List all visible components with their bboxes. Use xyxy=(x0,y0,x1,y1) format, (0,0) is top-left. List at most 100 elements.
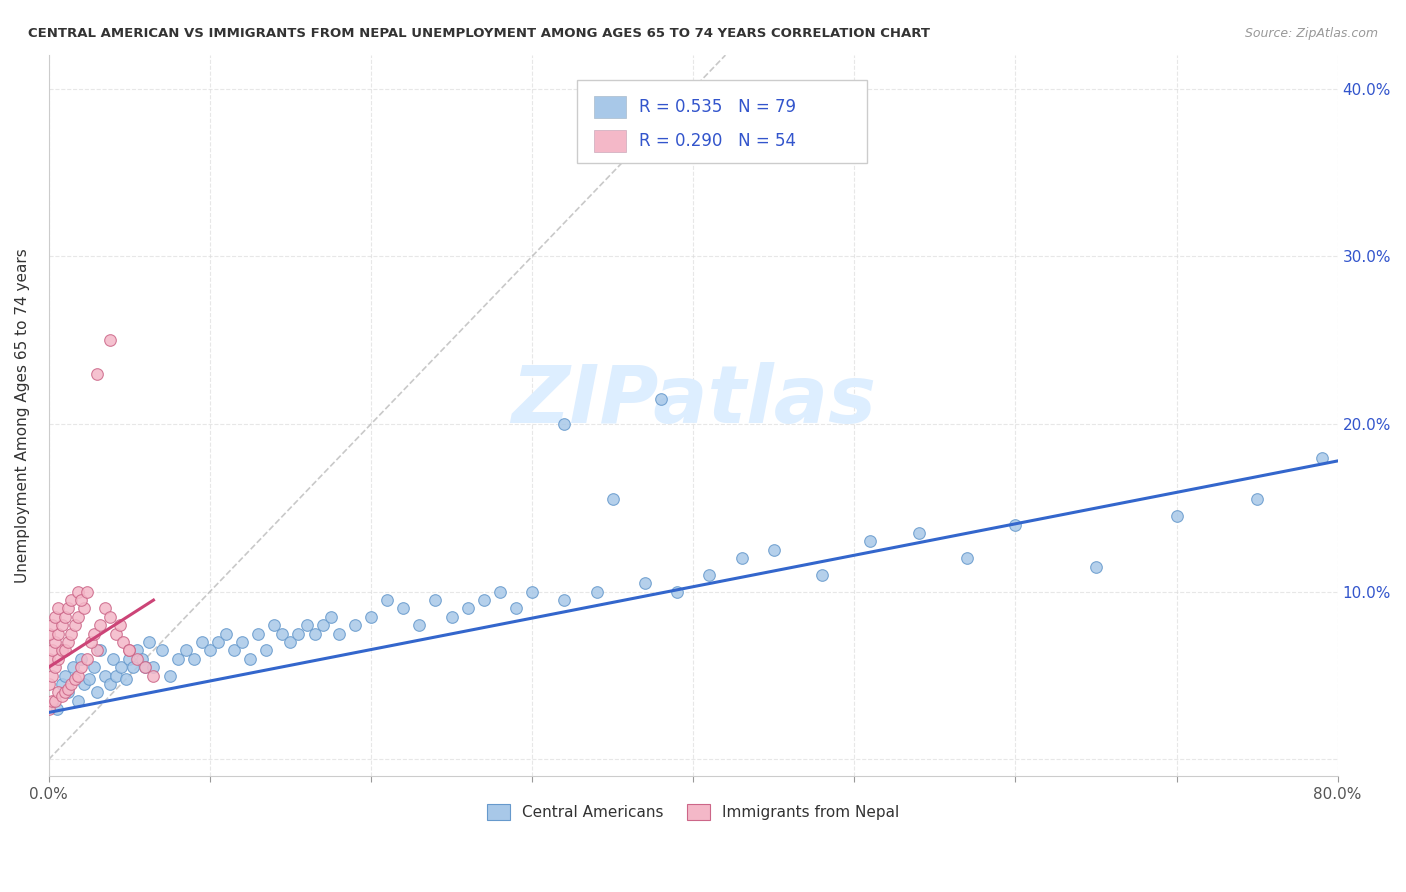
Text: R = 0.535   N = 79: R = 0.535 N = 79 xyxy=(640,98,796,116)
Point xyxy=(60,593,83,607)
Point xyxy=(53,643,76,657)
Point xyxy=(360,610,382,624)
FancyBboxPatch shape xyxy=(578,80,868,163)
Point xyxy=(956,551,979,566)
Point xyxy=(83,660,105,674)
Point xyxy=(142,660,165,674)
Point xyxy=(762,542,785,557)
Point xyxy=(105,668,128,682)
Point xyxy=(108,618,131,632)
Point xyxy=(254,643,277,657)
Point xyxy=(425,593,447,607)
Point xyxy=(41,694,63,708)
Point xyxy=(48,652,70,666)
Point xyxy=(142,668,165,682)
Point xyxy=(697,568,720,582)
Point xyxy=(77,672,100,686)
Point xyxy=(215,626,238,640)
Point xyxy=(121,660,143,674)
Point xyxy=(174,643,197,657)
Point xyxy=(41,618,63,632)
Point xyxy=(44,635,66,649)
Point xyxy=(45,702,67,716)
Point xyxy=(110,660,132,674)
Point xyxy=(56,685,79,699)
Point xyxy=(51,643,73,657)
Point xyxy=(472,593,495,607)
Point xyxy=(343,618,366,632)
Point xyxy=(103,652,125,666)
Point xyxy=(1084,559,1107,574)
Point xyxy=(505,601,527,615)
Point xyxy=(408,618,430,632)
Text: R = 0.290   N = 54: R = 0.290 N = 54 xyxy=(640,132,796,150)
Point xyxy=(53,685,76,699)
Text: ZIPatlas: ZIPatlas xyxy=(510,362,876,441)
Point xyxy=(489,584,512,599)
Point xyxy=(38,677,60,691)
Point xyxy=(79,635,101,649)
Point xyxy=(66,694,89,708)
Point xyxy=(280,635,302,649)
Point xyxy=(41,668,63,682)
Point xyxy=(38,652,60,666)
Point xyxy=(159,668,181,682)
Point xyxy=(585,584,607,599)
Point xyxy=(70,652,93,666)
Point xyxy=(38,702,60,716)
Point xyxy=(634,576,657,591)
Point xyxy=(89,618,111,632)
Point xyxy=(811,568,834,582)
Point xyxy=(287,626,309,640)
Point xyxy=(53,610,76,624)
Point xyxy=(859,534,882,549)
Point xyxy=(207,635,229,649)
Text: CENTRAL AMERICAN VS IMMIGRANTS FROM NEPAL UNEMPLOYMENT AMONG AGES 65 TO 74 YEARS: CENTRAL AMERICAN VS IMMIGRANTS FROM NEPA… xyxy=(28,27,931,40)
Point xyxy=(38,626,60,640)
Point xyxy=(328,626,350,640)
Point xyxy=(553,417,575,431)
Point xyxy=(118,643,141,657)
Point xyxy=(111,635,134,649)
Point xyxy=(70,660,93,674)
Point xyxy=(1310,450,1333,465)
Point xyxy=(66,668,89,682)
Point xyxy=(295,618,318,632)
Point xyxy=(48,626,70,640)
Point xyxy=(198,643,221,657)
Point xyxy=(86,643,108,657)
Point xyxy=(51,689,73,703)
Text: Source: ZipAtlas.com: Source: ZipAtlas.com xyxy=(1244,27,1378,40)
Point xyxy=(56,681,79,696)
Legend: Central Americans, Immigrants from Nepal: Central Americans, Immigrants from Nepal xyxy=(481,798,905,826)
Point xyxy=(271,626,294,640)
Point xyxy=(138,635,160,649)
Point xyxy=(44,660,66,674)
Point xyxy=(1246,492,1268,507)
Point xyxy=(83,626,105,640)
Point xyxy=(134,660,156,674)
Point xyxy=(86,685,108,699)
Point xyxy=(98,333,121,347)
Point xyxy=(41,643,63,657)
Point xyxy=(73,677,96,691)
FancyBboxPatch shape xyxy=(593,96,626,118)
Point xyxy=(650,392,672,406)
Point xyxy=(76,652,98,666)
Point xyxy=(51,677,73,691)
Point xyxy=(60,626,83,640)
Point xyxy=(263,618,285,632)
Point xyxy=(48,601,70,615)
Point xyxy=(247,626,270,640)
Point xyxy=(60,677,83,691)
Point xyxy=(222,643,245,657)
Point xyxy=(53,668,76,682)
Point xyxy=(56,635,79,649)
Point xyxy=(191,635,214,649)
Point xyxy=(44,694,66,708)
Point xyxy=(392,601,415,615)
Y-axis label: Unemployment Among Ages 65 to 74 years: Unemployment Among Ages 65 to 74 years xyxy=(15,248,30,583)
Point xyxy=(62,660,84,674)
Point xyxy=(183,652,205,666)
Point xyxy=(70,593,93,607)
